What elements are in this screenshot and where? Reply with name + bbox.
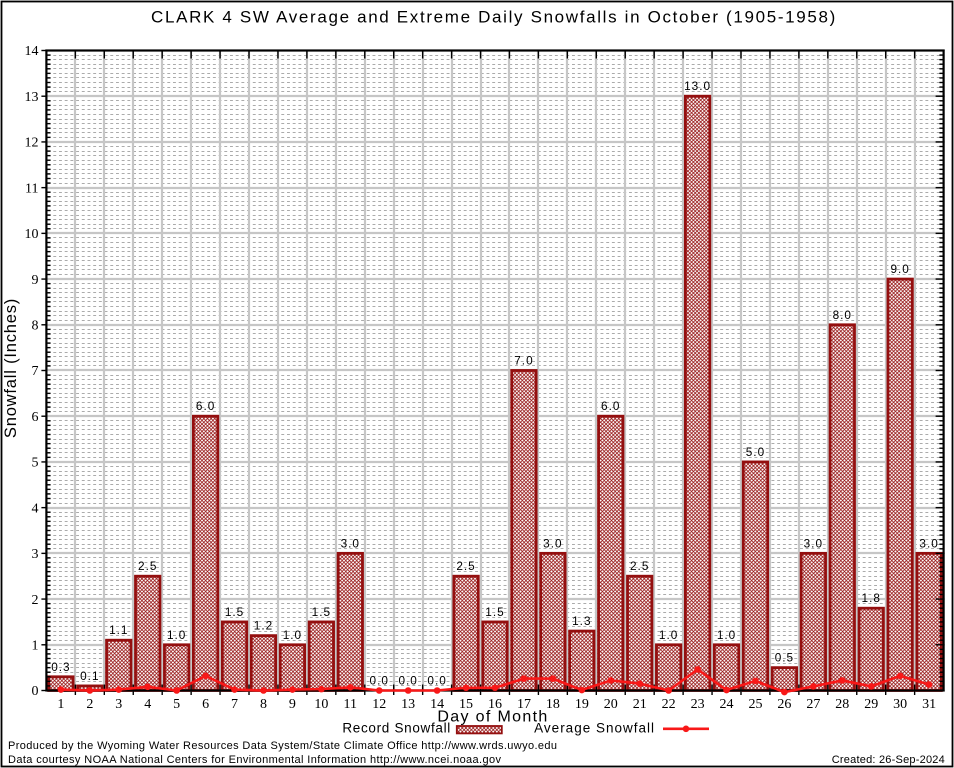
svg-text:1.0: 1.0: [283, 628, 302, 642]
svg-text:7.0: 7.0: [514, 354, 533, 368]
svg-text:21: 21: [633, 697, 647, 712]
svg-text:17: 17: [517, 697, 531, 712]
svg-text:2.5: 2.5: [630, 559, 649, 573]
svg-text:1.3: 1.3: [572, 614, 591, 628]
svg-text:Created: 26-Sep-2024: Created: 26-Sep-2024: [832, 754, 945, 766]
svg-text:7: 7: [231, 697, 238, 712]
svg-text:9: 9: [289, 697, 296, 712]
svg-text:0.0: 0.0: [398, 674, 417, 688]
svg-text:3: 3: [115, 697, 122, 712]
svg-text:5: 5: [32, 456, 39, 471]
svg-text:3.0: 3.0: [341, 536, 360, 550]
svg-text:12: 12: [372, 697, 386, 712]
svg-text:0.1: 0.1: [80, 669, 99, 683]
svg-text:Day of Month: Day of Month: [437, 709, 548, 726]
svg-text:1: 1: [57, 697, 64, 712]
svg-text:1.5: 1.5: [485, 605, 504, 619]
svg-text:4: 4: [32, 501, 39, 516]
svg-text:6: 6: [202, 697, 209, 712]
svg-text:2.5: 2.5: [138, 559, 157, 573]
svg-text:16: 16: [488, 697, 502, 712]
svg-text:3: 3: [32, 547, 39, 562]
svg-text:0.5: 0.5: [775, 651, 794, 665]
svg-text:22: 22: [662, 697, 676, 712]
svg-text:11: 11: [25, 181, 38, 196]
svg-text:3.0: 3.0: [543, 536, 562, 550]
svg-text:14: 14: [25, 44, 39, 59]
svg-text:30: 30: [893, 697, 907, 712]
svg-text:7: 7: [32, 364, 39, 379]
svg-text:3.0: 3.0: [804, 536, 823, 550]
svg-text:0.3: 0.3: [51, 660, 70, 674]
svg-text:10: 10: [314, 697, 328, 712]
svg-text:18: 18: [546, 697, 560, 712]
svg-text:10: 10: [25, 227, 39, 242]
svg-text:1.2: 1.2: [254, 619, 273, 633]
svg-text:26: 26: [777, 697, 791, 712]
svg-text:11: 11: [344, 697, 357, 712]
svg-text:Produced by the Wyoming Water: Produced by the Wyoming Water Resources …: [8, 740, 557, 752]
svg-text:0: 0: [32, 684, 39, 699]
svg-text:29: 29: [864, 697, 878, 712]
svg-text:1.0: 1.0: [659, 628, 678, 642]
svg-text:8: 8: [32, 318, 39, 333]
svg-text:1.8: 1.8: [862, 591, 881, 605]
svg-text:8.0: 8.0: [833, 308, 852, 322]
svg-text:25: 25: [748, 697, 762, 712]
svg-text:20: 20: [604, 697, 618, 712]
svg-text:CLARK 4 SW Average and Extreme: CLARK 4 SW Average and Extreme Daily Sno…: [151, 8, 837, 27]
svg-text:9: 9: [32, 273, 39, 288]
svg-text:2: 2: [32, 593, 39, 608]
svg-text:15: 15: [459, 697, 473, 712]
svg-text:23: 23: [691, 697, 705, 712]
svg-text:0.0: 0.0: [370, 674, 389, 688]
svg-text:5.0: 5.0: [746, 445, 765, 459]
svg-text:8: 8: [260, 697, 267, 712]
svg-text:Record Snowfall: Record Snowfall: [342, 721, 451, 736]
svg-text:Average Snowfall: Average Snowfall: [534, 721, 655, 736]
svg-text:28: 28: [835, 697, 849, 712]
svg-text:2.5: 2.5: [456, 559, 475, 573]
svg-text:0.0: 0.0: [427, 674, 446, 688]
svg-text:1.5: 1.5: [312, 605, 331, 619]
svg-text:1.5: 1.5: [225, 605, 244, 619]
svg-text:12: 12: [25, 136, 39, 151]
svg-text:13: 13: [401, 697, 415, 712]
svg-text:13.0: 13.0: [684, 79, 711, 93]
svg-text:6.0: 6.0: [601, 399, 620, 413]
svg-text:Snowfall (Inches): Snowfall (Inches): [2, 298, 20, 438]
svg-text:24: 24: [720, 697, 734, 712]
svg-text:5: 5: [173, 697, 180, 712]
svg-text:6.0: 6.0: [196, 399, 215, 413]
svg-text:1.0: 1.0: [717, 628, 736, 642]
svg-text:27: 27: [806, 697, 820, 712]
svg-text:31: 31: [922, 697, 936, 712]
svg-text:1.0: 1.0: [167, 628, 186, 642]
svg-text:Data courtesy NOAA National Ce: Data courtesy NOAA National Centers for …: [8, 754, 501, 766]
svg-text:9.0: 9.0: [890, 262, 909, 276]
svg-text:1: 1: [32, 638, 39, 653]
svg-text:19: 19: [575, 697, 589, 712]
svg-text:14: 14: [430, 697, 444, 712]
svg-text:3.0: 3.0: [919, 536, 938, 550]
svg-text:4: 4: [144, 697, 151, 712]
svg-text:13: 13: [25, 90, 39, 105]
svg-text:1.1: 1.1: [109, 623, 128, 637]
svg-text:2: 2: [86, 697, 93, 712]
svg-text:6: 6: [32, 410, 39, 425]
